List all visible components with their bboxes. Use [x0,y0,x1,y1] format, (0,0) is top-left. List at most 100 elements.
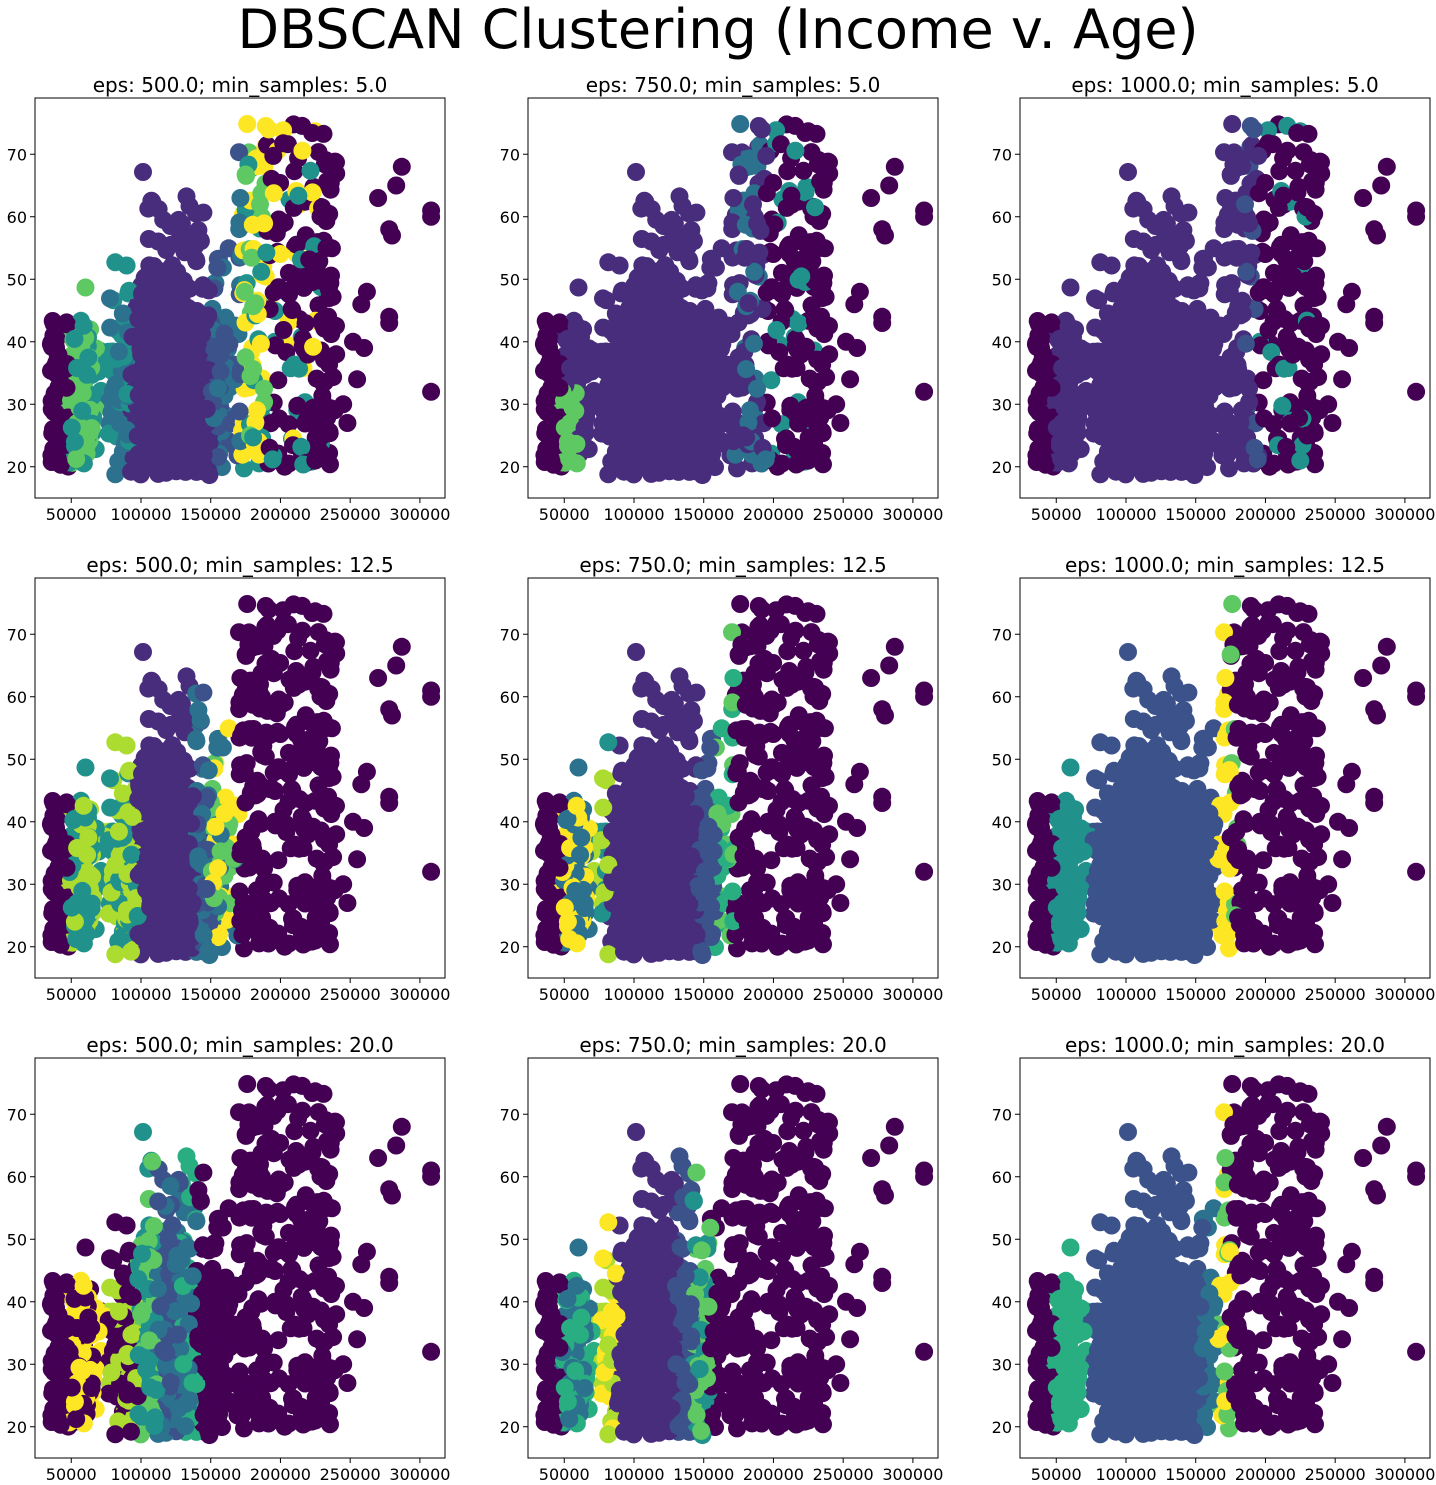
data-point [1136,337,1155,356]
data-point [82,419,101,438]
data-point [786,141,805,160]
data-point [1163,278,1182,297]
data-point [558,329,577,348]
data-point [1196,362,1215,381]
data-point [880,176,899,195]
data-point [1128,192,1147,211]
data-point [313,386,332,405]
data-point [1174,367,1193,386]
data-point [915,207,934,226]
data-point [658,342,677,361]
data-point [535,446,554,465]
y-tick-label: 30 [500,395,520,414]
data-point [1108,327,1127,346]
data-point [555,418,574,437]
x-tick-label: 50000 [539,505,590,524]
data-point [626,284,644,303]
data-point [794,161,813,180]
data-point [62,418,81,437]
data-point [634,418,653,437]
data-point [270,409,289,428]
data-point [560,450,579,468]
data-point [810,239,829,257]
data-point [815,266,833,285]
data-point [145,456,164,475]
data-point [662,365,680,384]
data-point [1154,439,1173,458]
y-tick-label: 50 [500,270,520,289]
data-point [174,395,193,414]
data-point [287,235,306,254]
y-tick-label: 30 [7,395,27,414]
data-point [744,195,762,214]
data-point [837,332,855,351]
data-point [806,198,824,217]
data-point [771,135,790,154]
data-point [876,226,894,245]
data-point [785,437,804,456]
data-point [748,379,766,398]
y-tick-label: 20 [7,458,27,477]
data-point [1030,384,1049,403]
data-point [692,461,711,480]
data-point [767,321,786,339]
data-point [231,189,250,207]
data-point [616,327,635,346]
data-point [264,146,283,165]
data-point [230,402,249,421]
x-tick-label: 50000 [46,505,97,524]
data-point [182,334,201,353]
data-point [321,455,339,474]
data-point [313,426,332,445]
data-point [687,445,706,464]
data-point [594,318,613,337]
data-point [622,445,641,464]
data-point [208,379,227,398]
data-point [1150,342,1169,361]
data-point [235,282,254,301]
data-point [627,163,645,181]
data-point [680,252,699,271]
data-point [129,386,148,405]
data-point [775,300,794,319]
data-point [122,462,140,481]
data-point [208,258,227,277]
data-point [149,232,168,251]
data-point [303,183,322,202]
data-point [538,384,557,403]
data-point [1148,256,1167,275]
data-point [106,253,125,272]
data-point [1091,253,1110,272]
data-point [380,314,399,332]
data-point [122,365,141,384]
data-point [566,401,585,420]
x-tick-label: 100000 [603,505,664,524]
data-point [781,396,800,415]
data-point [58,315,76,334]
data-point [169,365,187,384]
data-point [815,317,833,335]
data-point [65,432,84,451]
data-point [1058,401,1077,420]
data-point [78,365,97,384]
data-point [233,445,252,464]
data-point [209,448,228,467]
data-point [1061,278,1080,297]
data-point [282,300,301,319]
data-point [129,445,148,464]
data-point [669,457,688,476]
data-point [783,359,802,378]
data-point [702,448,721,467]
data-point [1184,461,1203,480]
data-point [1161,457,1180,476]
data-point [571,365,590,384]
data-point [745,262,764,281]
data-point [814,180,833,199]
x-tick-label: 150000 [180,505,241,524]
data-point [813,289,832,307]
data-point [304,337,323,356]
data-point [161,217,180,235]
data-point [704,362,723,381]
